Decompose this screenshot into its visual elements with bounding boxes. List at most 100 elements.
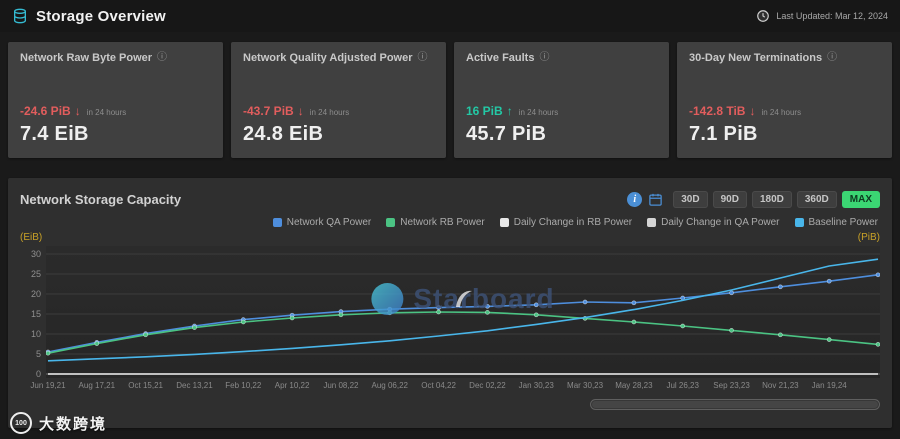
range-button-90d[interactable]: 90D [712, 190, 747, 208]
x-tick-label: Jun 08,22 [323, 381, 359, 390]
range-buttons: 30D 90D 180D 360D MAX [673, 190, 880, 208]
change-period: in 24 hours [518, 108, 559, 117]
x-tick-label: Jan 30,23 [518, 381, 554, 390]
series-line-network-rb-power [47, 311, 879, 354]
legend-item-network-qa-power[interactable]: Network QA Power [272, 217, 372, 228]
legend-item-daily-change-in-rb-power[interactable]: Daily Change in RB Power [499, 217, 633, 228]
x-tick-label: Mar 30,23 [567, 381, 604, 390]
info-icon[interactable] [539, 53, 549, 63]
data-point [436, 309, 441, 315]
range-button-360d[interactable]: 360D [796, 190, 837, 208]
network-storage-capacity-panel: Network Storage Capacity 30D90D180D360DM… [8, 178, 892, 428]
chart-legend: Network QA Power Network RB Power Daily Ch… [20, 212, 880, 231]
data-point [46, 350, 51, 356]
site-name: 大数跨境 [39, 415, 108, 433]
data-point [240, 319, 246, 325]
x-tick-label: Oct 04,22 [421, 381, 456, 390]
x-tick-label: Apr 10,22 [274, 381, 310, 390]
data-point [680, 323, 686, 329]
last-updated-area: Last Updated: Mar 12, 2024 [756, 9, 888, 23]
data-point [778, 332, 783, 338]
change-period: in 24 hours [761, 108, 802, 117]
info-icon[interactable] [157, 53, 167, 63]
x-tick-label: Jul 26,23 [666, 381, 699, 390]
card-title: Network Raw Byte Power [20, 52, 153, 64]
info-circle-icon[interactable] [627, 191, 643, 207]
card-value: 7.1 PiB [689, 123, 758, 145]
x-tick-label: Jun 19,21 [30, 381, 66, 390]
datazoom-slider[interactable] [590, 399, 880, 410]
range-button-180d[interactable]: 180D [751, 190, 792, 208]
datazoom-handle[interactable] [592, 401, 878, 408]
legend-label: Daily Change in QA Power [661, 217, 780, 228]
arrow-up-icon: ↑ [506, 104, 513, 118]
data-point [729, 290, 734, 296]
x-tick-label: Aug 06,22 [371, 381, 408, 390]
x-tick-label: Oct 15,21 [128, 381, 163, 390]
card-title: Active Faults [466, 52, 535, 64]
change-period: in 24 hours [309, 108, 350, 117]
range-button-max[interactable]: MAX [841, 190, 880, 208]
site-watermark: 100 大数跨境 [10, 412, 107, 434]
y-tick-label: 5 [35, 349, 41, 359]
calendar-icon[interactable] [648, 192, 663, 207]
x-axis-labels: Jun 19,21 Aug 17,21 Oct 15,21 Dec 13,21 Feb … [30, 381, 880, 394]
card-change-row: 16 PiB ↑ in 24 hours [466, 104, 657, 118]
y-tick-label: 25 [30, 269, 41, 279]
stat-card-network-raw-byte-power: Network Raw Byte Power -24.6 PiB ↓ in 24… [8, 42, 223, 158]
info-icon[interactable] [827, 53, 837, 63]
x-tick-label: Nov 21,23 [762, 381, 799, 390]
data-point [875, 342, 880, 347]
x-tick-label: Dec 13,21 [176, 381, 213, 390]
top-bar: Storage Overview Last Updated: Mar 12, 2… [0, 0, 900, 32]
data-point [387, 310, 393, 316]
legend-swatch [794, 218, 804, 227]
plot-svg [46, 253, 880, 375]
x-tick-label: Jan 19,24 [811, 381, 847, 390]
chart-title: Network Storage Capacity [20, 191, 182, 207]
card-value: 45.7 PiB [466, 123, 547, 145]
legend-label: Network RB Power [400, 217, 485, 228]
legend-swatch [499, 218, 509, 227]
data-point [533, 312, 539, 318]
data-point [778, 284, 783, 290]
y-tick-label: 0 [35, 369, 41, 379]
page-title: Storage Overview [36, 7, 166, 25]
x-tick-label: Feb 10,22 [225, 381, 262, 390]
stat-card-active-faults: Active Faults 16 PiB ↑ in 24 hours 45.7 … [454, 42, 669, 158]
y-tick-label: 30 [30, 249, 41, 259]
data-point [338, 312, 344, 318]
x-tick-label: May 28,23 [615, 381, 653, 390]
stat-cards-row: Network Raw Byte Power -24.6 PiB ↓ in 24… [0, 32, 900, 158]
legend-swatch [272, 218, 282, 227]
range-button-30d[interactable]: 30D [673, 190, 708, 208]
data-point [94, 341, 100, 346]
data-point [582, 299, 588, 305]
card-title: 30-Day New Terminations [689, 52, 823, 64]
legend-swatch [647, 218, 657, 227]
y-tick-label: 10 [30, 329, 41, 339]
info-icon[interactable] [418, 53, 428, 63]
data-point [729, 328, 734, 333]
site-logo-icon: 100 [10, 412, 32, 434]
legend-item-daily-change-in-qa-power[interactable]: Daily Change in QA Power [647, 217, 780, 228]
change-value: -43.7 PiB [243, 104, 294, 118]
y-axis-unit-left: (EiB) [20, 232, 43, 243]
data-point [289, 315, 295, 321]
series-line-baseline-power [47, 258, 879, 362]
last-updated-text: Last Updated: Mar 12, 2024 [776, 11, 888, 21]
arrow-down-icon: ↓ [749, 104, 756, 118]
legend-label: Daily Change in RB Power [513, 217, 633, 228]
card-title: Network Quality Adjusted Power [243, 52, 413, 64]
legend-label: Network QA Power [286, 217, 372, 228]
change-value: -24.6 PiB [20, 104, 71, 118]
legend-item-network-rb-power[interactable]: Network RB Power [386, 217, 485, 228]
legend-item-baseline-power[interactable]: Baseline Power [794, 217, 878, 228]
data-point [826, 278, 832, 284]
data-point [631, 300, 637, 306]
change-value: -142.8 TiB [689, 104, 746, 118]
chart-plot-area[interactable]: Starboard [46, 246, 880, 378]
card-value: 7.4 EiB [20, 123, 89, 145]
data-point [826, 337, 832, 342]
